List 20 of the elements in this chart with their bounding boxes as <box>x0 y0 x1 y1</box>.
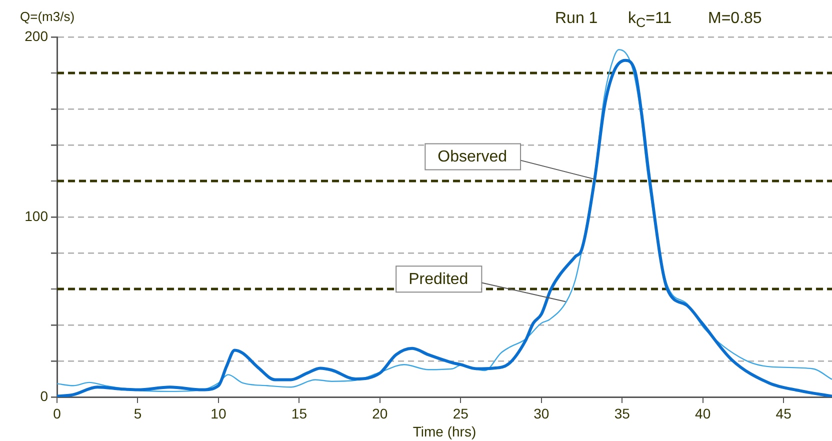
text: M=0.85 <box>708 10 762 28</box>
x-tick-label: 5 <box>134 405 142 422</box>
x-tick-label: 25 <box>452 405 469 422</box>
x-tick-label: 15 <box>291 405 308 422</box>
x-tick-label: 30 <box>534 405 550 422</box>
x-axis-title: Time (hrs) <box>412 423 476 440</box>
y-tick-label: 0 <box>40 388 48 404</box>
x-tick-label: 45 <box>776 405 792 422</box>
y-axis-title: Q=(m3/s) <box>20 9 75 24</box>
x-tick-label: 20 <box>372 405 388 422</box>
x-tick-label: 40 <box>695 405 711 422</box>
text: k$_{C}$=11 <box>628 10 672 30</box>
x-tick-label: 35 <box>614 405 630 422</box>
chart-title: Run 1 <box>555 10 598 28</box>
x-tick-label: 10 <box>210 405 226 422</box>
y-tick-label: 200 <box>24 28 48 44</box>
annotation: Predited <box>408 271 468 288</box>
x-tick-label: 0 <box>53 405 62 422</box>
y-tick-label: 100 <box>24 208 48 224</box>
annotation: Observed <box>438 148 508 166</box>
